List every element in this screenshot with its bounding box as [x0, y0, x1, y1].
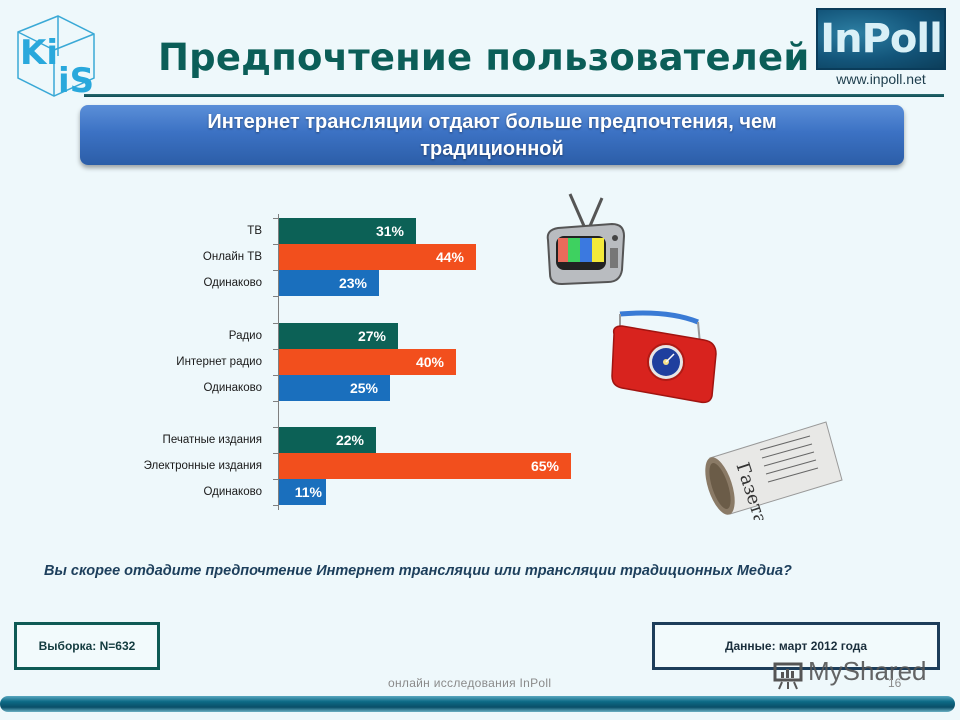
axis-tick	[273, 401, 279, 402]
survey-question: Вы скорее отдадите предпочтение Интернет…	[44, 563, 792, 579]
category-label-equal-radio: Одинаково	[203, 382, 262, 394]
bar-equal-press: 11%	[279, 479, 326, 505]
newspaper-icon: Газета	[705, 421, 843, 520]
category-label-radio: Радио	[228, 330, 262, 342]
data-date-box: Данные: март 2012 года	[652, 622, 940, 670]
inpoll-url: www.inpoll.net	[836, 71, 926, 87]
inpoll-logo: InPoll	[816, 8, 946, 70]
bar-electronic: 65%	[279, 453, 571, 479]
axis-tick	[273, 479, 279, 480]
footer-text: онлайн исследования InPoll	[388, 676, 552, 690]
page-title: Предпочтение пользователей	[158, 36, 810, 79]
presentation-icon	[773, 662, 803, 690]
banner-line-2: традиционной	[420, 138, 564, 160]
svg-text:Ki: Ki	[20, 33, 58, 73]
bar-equal-radio: 25%	[279, 375, 390, 401]
axis-tick	[273, 270, 279, 271]
axis-tick	[273, 323, 279, 324]
bar-tv: 31%	[279, 218, 416, 244]
sample-size-box: Выборка: N=632	[14, 622, 160, 670]
title-divider	[84, 94, 944, 97]
radio-icon	[611, 310, 717, 404]
y-axis	[278, 214, 279, 510]
axis-tick	[273, 296, 279, 297]
bar-radio: 27%	[279, 323, 398, 349]
banner-line-1: Интернет трансляции отдают больше предпо…	[207, 111, 777, 133]
category-label-tv: ТВ	[247, 225, 262, 237]
category-label-equal-press: Одинаково	[203, 486, 262, 498]
bar-equal-tv: 23%	[279, 270, 379, 296]
bar-print: 22%	[279, 427, 376, 453]
category-label-equal-tv: Одинаково	[203, 277, 262, 289]
kiis-logo: Ki iS	[17, 15, 95, 100]
axis-tick	[273, 375, 279, 376]
svg-text:iS: iS	[58, 61, 94, 100]
footer-bar	[0, 696, 955, 712]
axis-tick	[273, 218, 279, 219]
tv-icon	[546, 193, 626, 286]
category-label-online-tv: Онлайн ТВ	[202, 251, 262, 263]
axis-tick	[273, 349, 279, 350]
page-number: 16	[888, 676, 902, 690]
watermark: MyShared	[808, 656, 927, 686]
axis-tick	[273, 505, 279, 506]
axis-tick	[273, 244, 279, 245]
bar-online-tv: 44%	[279, 244, 476, 270]
category-label-internet-radio: Интернет радио	[176, 356, 262, 368]
bar-internet-radio: 40%	[279, 349, 456, 375]
subtitle-banner: Интернет трансляции отдают больше предпо…	[80, 105, 904, 165]
category-label-print: Печатные издания	[162, 434, 262, 446]
axis-tick	[273, 453, 279, 454]
category-label-electronic: Электронные издания	[143, 460, 262, 472]
axis-tick	[273, 427, 279, 428]
